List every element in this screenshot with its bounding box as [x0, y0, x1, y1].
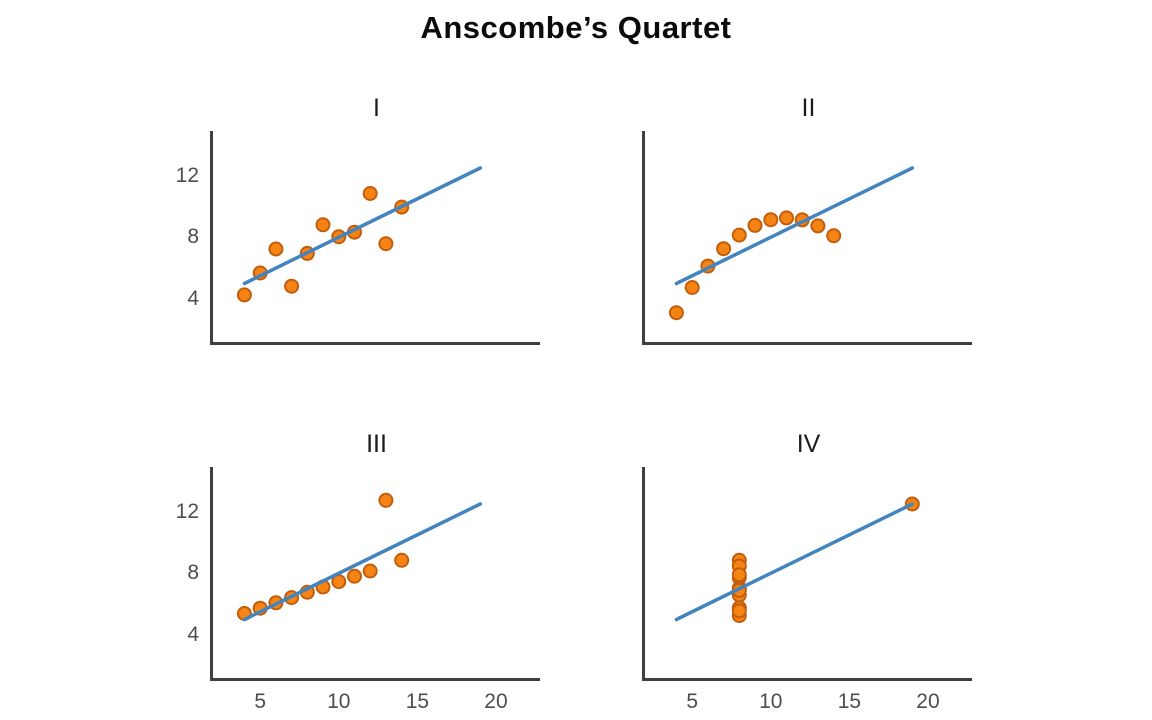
subplot-3: III 4 8 12 5 10 15 20: [176, 430, 540, 713]
data-point: [747, 217, 763, 233]
data-point: [716, 241, 732, 257]
data-point: [362, 186, 378, 201]
data-point: [763, 212, 779, 228]
y-tick-label: 8: [187, 561, 199, 585]
x-tick-label: 15: [837, 690, 862, 713]
data-point: [731, 603, 747, 619]
scatter-canvas-III: [236, 492, 483, 622]
data-point: [731, 567, 747, 583]
data-point: [378, 492, 394, 508]
regression-line: [674, 502, 915, 622]
scatter-canvas-IV: [674, 496, 920, 624]
subplot-1: I 4 8 12: [176, 94, 540, 345]
regression-line: [242, 502, 483, 622]
scatter-canvas-II: [668, 166, 915, 321]
scatter-canvas-I: [236, 166, 483, 303]
x-tick-label: 10: [327, 690, 351, 713]
x-tick-label: 20: [916, 690, 940, 713]
y-tick-label: 12: [175, 499, 199, 523]
data-point: [668, 305, 684, 321]
data-point: [268, 241, 284, 257]
data-point: [284, 278, 300, 294]
x-tick-label: 20: [484, 690, 508, 713]
regression-line: [242, 166, 483, 286]
figure-title: Anscombe’s Quartet: [420, 10, 732, 45]
data-point: [779, 210, 794, 226]
data-point: [315, 217, 331, 233]
x-tick-label: 10: [759, 690, 783, 713]
data-point: [810, 218, 826, 234]
regression-line: [674, 166, 915, 286]
data-point: [394, 552, 410, 568]
x-tick-label: 5: [686, 690, 698, 713]
subplot-1-title: I: [373, 94, 380, 122]
data-point: [684, 280, 700, 295]
y-tick-label: 8: [187, 225, 199, 249]
x-tick-label: 5: [254, 690, 266, 713]
data-point: [236, 287, 252, 303]
subplot-3-title: III: [366, 430, 387, 458]
data-point: [362, 563, 378, 579]
data-point: [378, 236, 394, 252]
data-point: [731, 227, 747, 243]
subplot-2-title: II: [801, 94, 816, 122]
subplot-4: IV 5 10 15 20: [642, 430, 972, 713]
y-tick-label: 4: [187, 622, 199, 646]
data-point: [347, 568, 362, 584]
subplot-2: II: [642, 94, 972, 345]
subplot-4-title: IV: [796, 430, 821, 458]
x-tick-label: 15: [405, 690, 430, 713]
y-tick-label: 4: [187, 286, 199, 310]
y-tick-label: 12: [175, 163, 199, 187]
data-point: [826, 228, 842, 244]
